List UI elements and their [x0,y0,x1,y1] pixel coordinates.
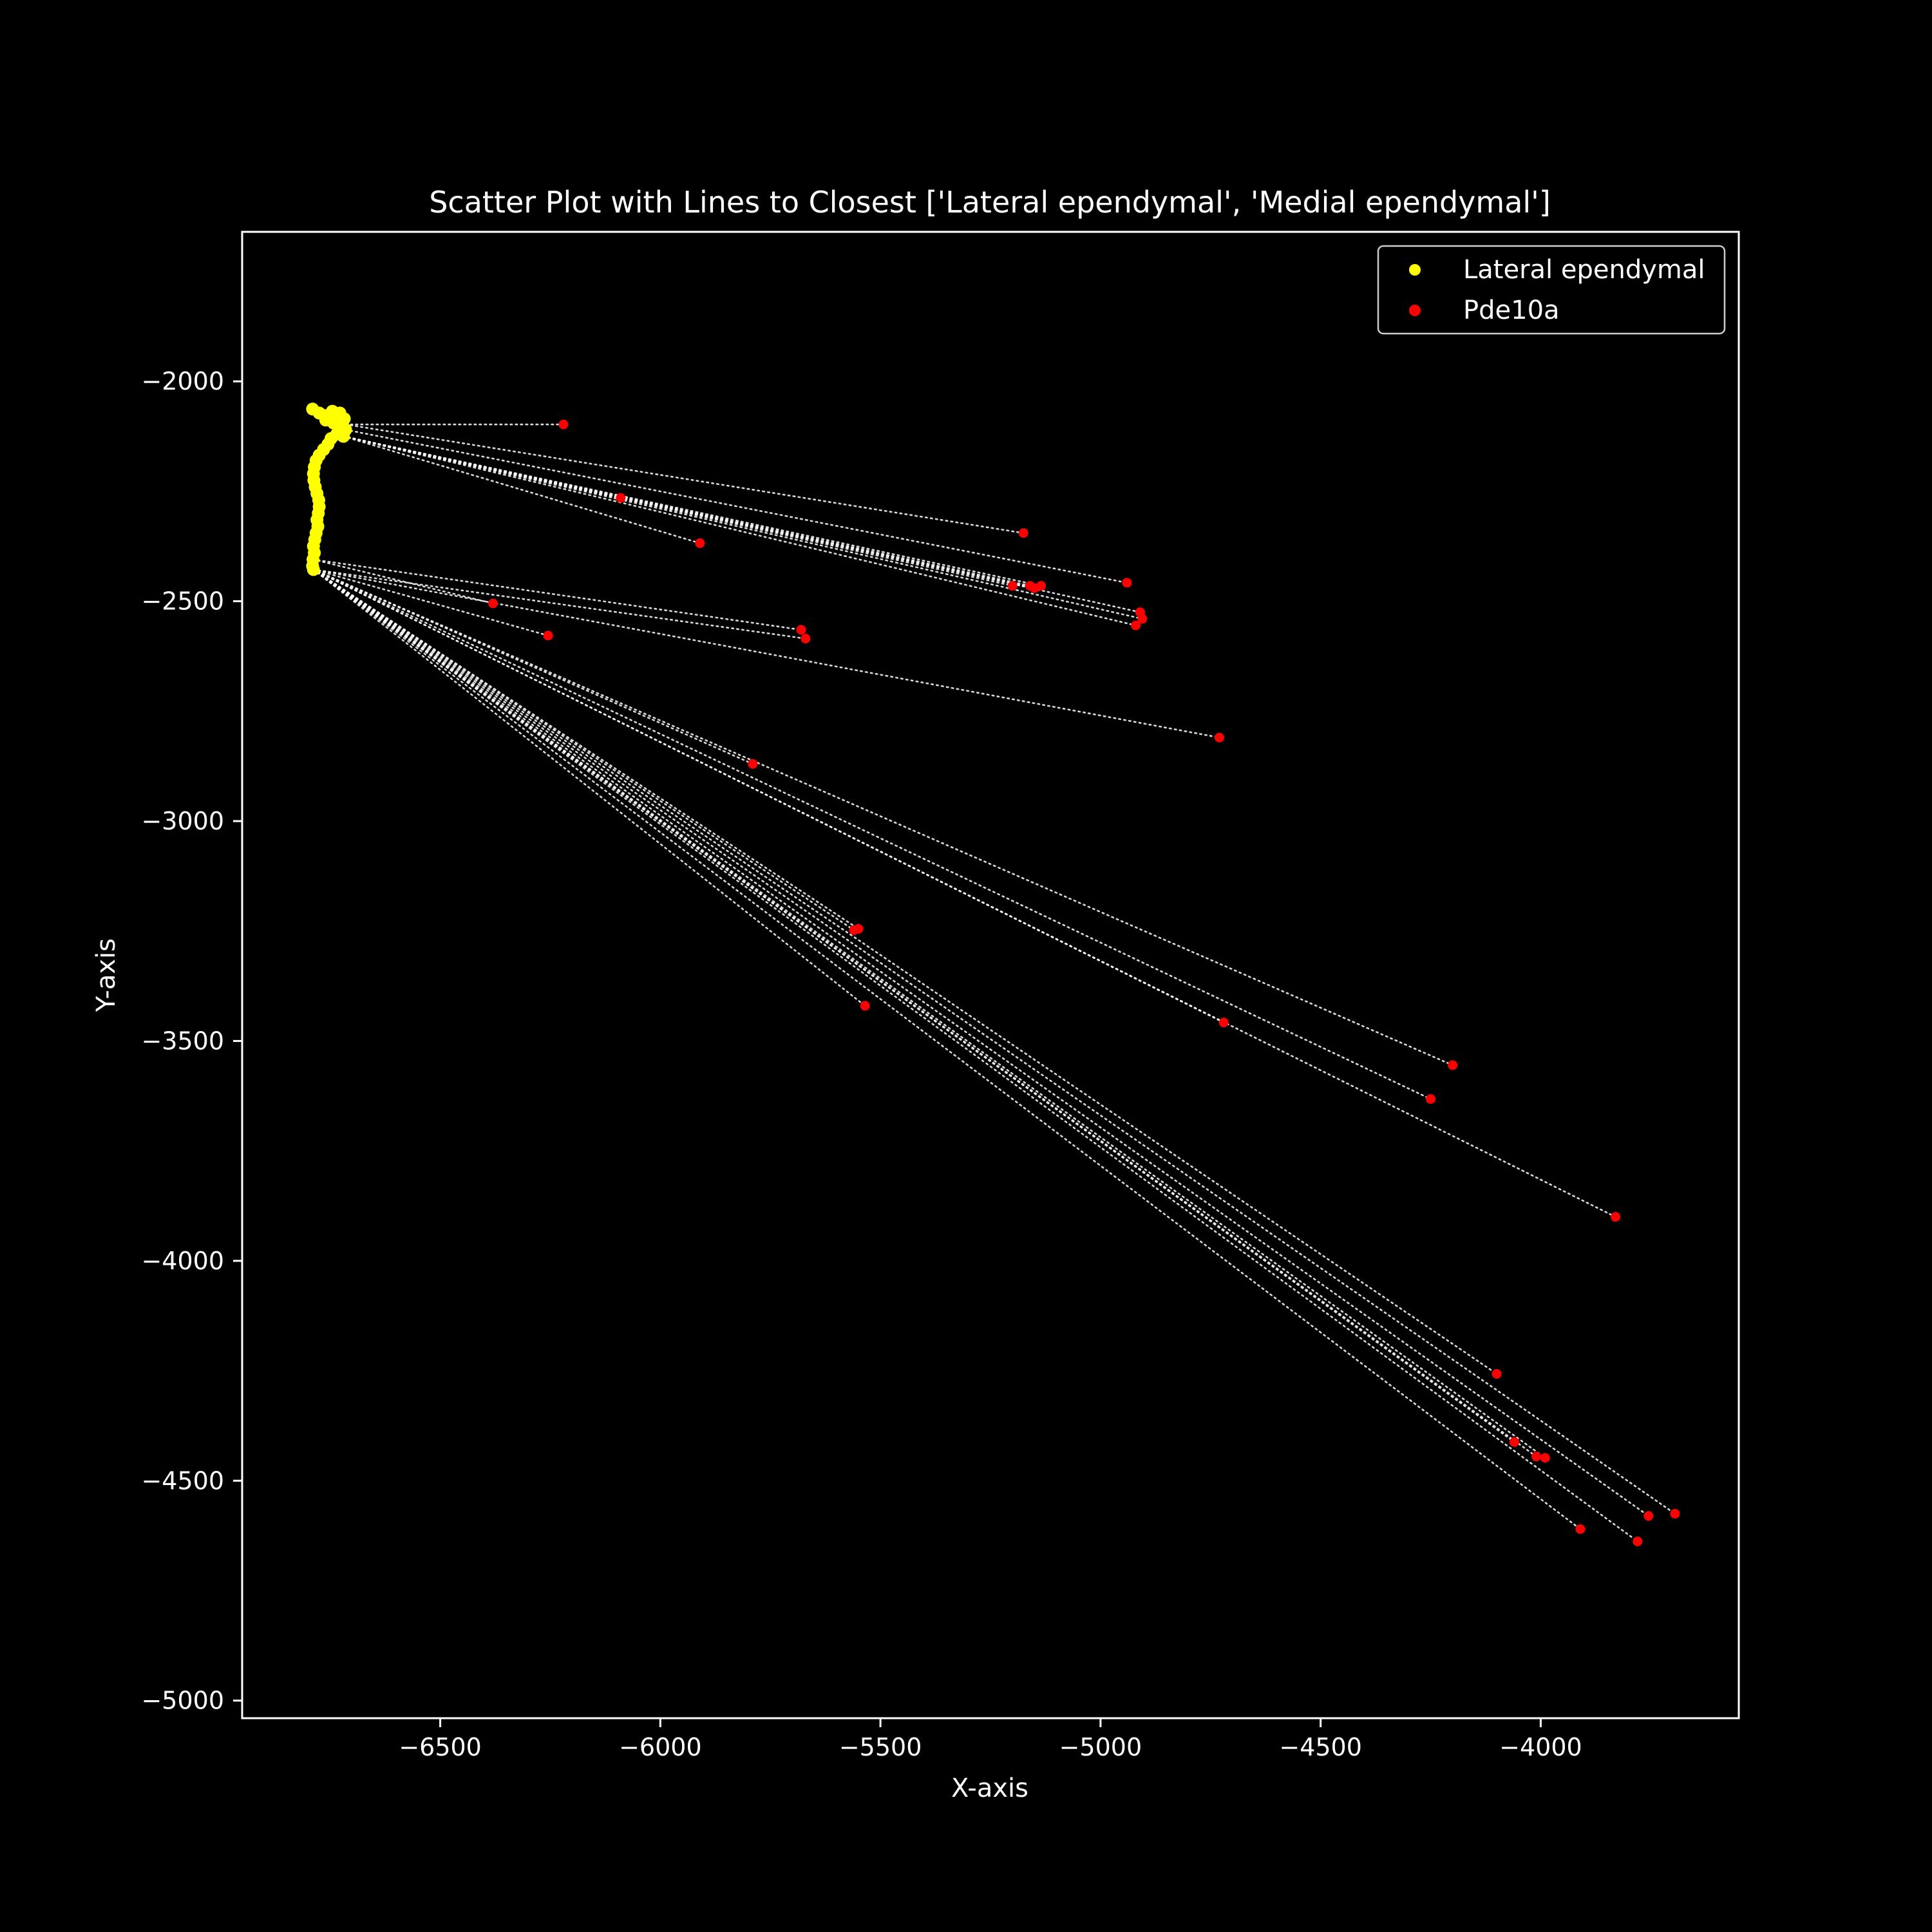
pde10a-point-2 [695,538,705,548]
pde10a-point-26 [1509,1437,1519,1447]
pde10a-point-13 [543,630,553,641]
x-tick-label: −6000 [619,1733,702,1761]
connection-line-16 [312,569,1220,739]
connection-line-27 [312,569,1537,1458]
connection-line-14 [312,558,802,631]
pde10a-point-19 [853,923,864,934]
legend-label-pde10a: Pde10a [1463,296,1560,325]
connection-line-32 [312,569,1676,1515]
pde10a-point-12 [488,598,498,609]
connection-line-12 [312,558,494,605]
x-axis-label: X-axis [951,1774,1028,1803]
y-tick-label: −2500 [141,587,224,616]
connection-line-31 [312,569,1650,1517]
pde10a-point-14 [796,625,806,635]
pde10a-point-15 [800,634,811,644]
connection-line-30 [312,569,1639,1542]
pde10a-point-8 [1122,578,1132,588]
pde10a-point-25 [1492,1368,1502,1379]
y-axis-ticks: −2000 −2500 −3000 −3500 −4000 −4500 −5000 [141,367,242,1715]
pde10a-point-0 [558,419,569,430]
pde10a-point-27 [1531,1452,1542,1462]
pde10a-point-7 [1036,581,1046,591]
pde10a-point-22 [1448,1060,1458,1070]
connection-line-22 [312,569,1454,1066]
pde10a-point-10 [1137,614,1148,624]
y-tick-label: −4500 [141,1466,224,1495]
legend-marker-lateral-ependymal [1409,264,1421,276]
pde10a-point-1 [616,493,626,503]
x-tick-label: −6500 [399,1733,482,1761]
legend-box [1377,245,1726,335]
pde10a-point-30 [1633,1536,1643,1546]
x-tick-label: −5000 [1059,1733,1142,1761]
connection-line-25 [312,569,1498,1375]
pde10a-point-29 [1575,1524,1586,1534]
pde10a-point-24 [1611,1212,1621,1222]
connection-line-20 [312,569,866,1007]
x-tick-label: −4000 [1499,1733,1582,1761]
y-tick-label: −4000 [141,1247,224,1275]
y-tick-label: −5000 [141,1687,224,1715]
chart-title: Scatter Plot with Lines to Closest ['Lat… [429,185,1551,220]
pde10a-point-16 [1214,732,1224,743]
scatter-points [306,402,1680,1546]
y-axis-label: Y-axis [91,938,121,1012]
pde10a-point-21 [1218,1018,1229,1028]
legend: Lateral ependymal Pde10a [1377,245,1726,335]
connection-line-2 [342,435,701,544]
connection-line-11 [342,435,1137,627]
connection-line-9 [342,435,1141,613]
connection-line-28 [312,569,1546,1459]
x-axis-ticks: −6500 −6000 −5500 −5000 −4500 −4000 [399,1718,1582,1761]
pde10a-point-17 [748,759,758,769]
connection-line-15 [312,569,807,639]
pde10a-point-20 [860,1001,870,1011]
pde10a-point-3 [1018,528,1028,538]
legend-marker-pde10a [1409,305,1421,316]
connection-line-29 [312,569,1582,1530]
pde10a-point-31 [1643,1511,1654,1521]
pde10a-point-11 [1131,620,1141,630]
connection-line-19 [312,569,860,930]
lateral-ependymal-point-10 [319,413,332,427]
connection-line-23 [312,569,1432,1100]
connection-lines [312,423,1676,1542]
pde10a-point-4 [1007,581,1018,591]
lateral-ependymal-point-34 [307,563,320,576]
connection-line-13 [312,569,549,637]
y-tick-label: −3000 [141,807,224,835]
pde10a-point-28 [1540,1453,1550,1463]
plot-frame [241,231,1740,1719]
pde10a-point-23 [1426,1094,1436,1104]
y-tick-label: −2000 [141,367,224,395]
connection-line-3 [345,423,1025,535]
legend-label-lateral-ependymal: Lateral ependymal [1463,255,1705,285]
x-tick-label: −4500 [1279,1733,1362,1761]
x-tick-label: −5500 [839,1733,922,1761]
y-tick-label: −3500 [141,1027,224,1055]
pde10a-point-32 [1670,1508,1680,1519]
connection-line-8 [345,428,1128,584]
connection-line-24 [312,569,1616,1218]
